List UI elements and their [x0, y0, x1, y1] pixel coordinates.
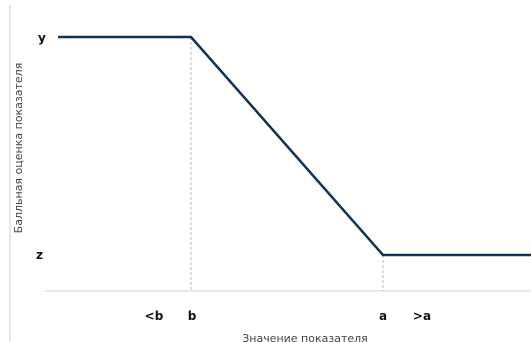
x-axis-label: Значение показателя	[242, 332, 368, 342]
x-tick-label-less-b: <b	[145, 309, 164, 323]
x-tick-label-greater-a: >a	[413, 309, 431, 323]
x-tick-label-a: a	[379, 309, 387, 323]
y-tick-label-z: z	[36, 248, 43, 262]
x-tick-label-b: b	[188, 309, 197, 323]
series-line	[58, 35, 531, 257]
y-axis-label: Балльная оценка показателя	[12, 63, 25, 234]
y-tick-label-y: y	[38, 31, 46, 45]
